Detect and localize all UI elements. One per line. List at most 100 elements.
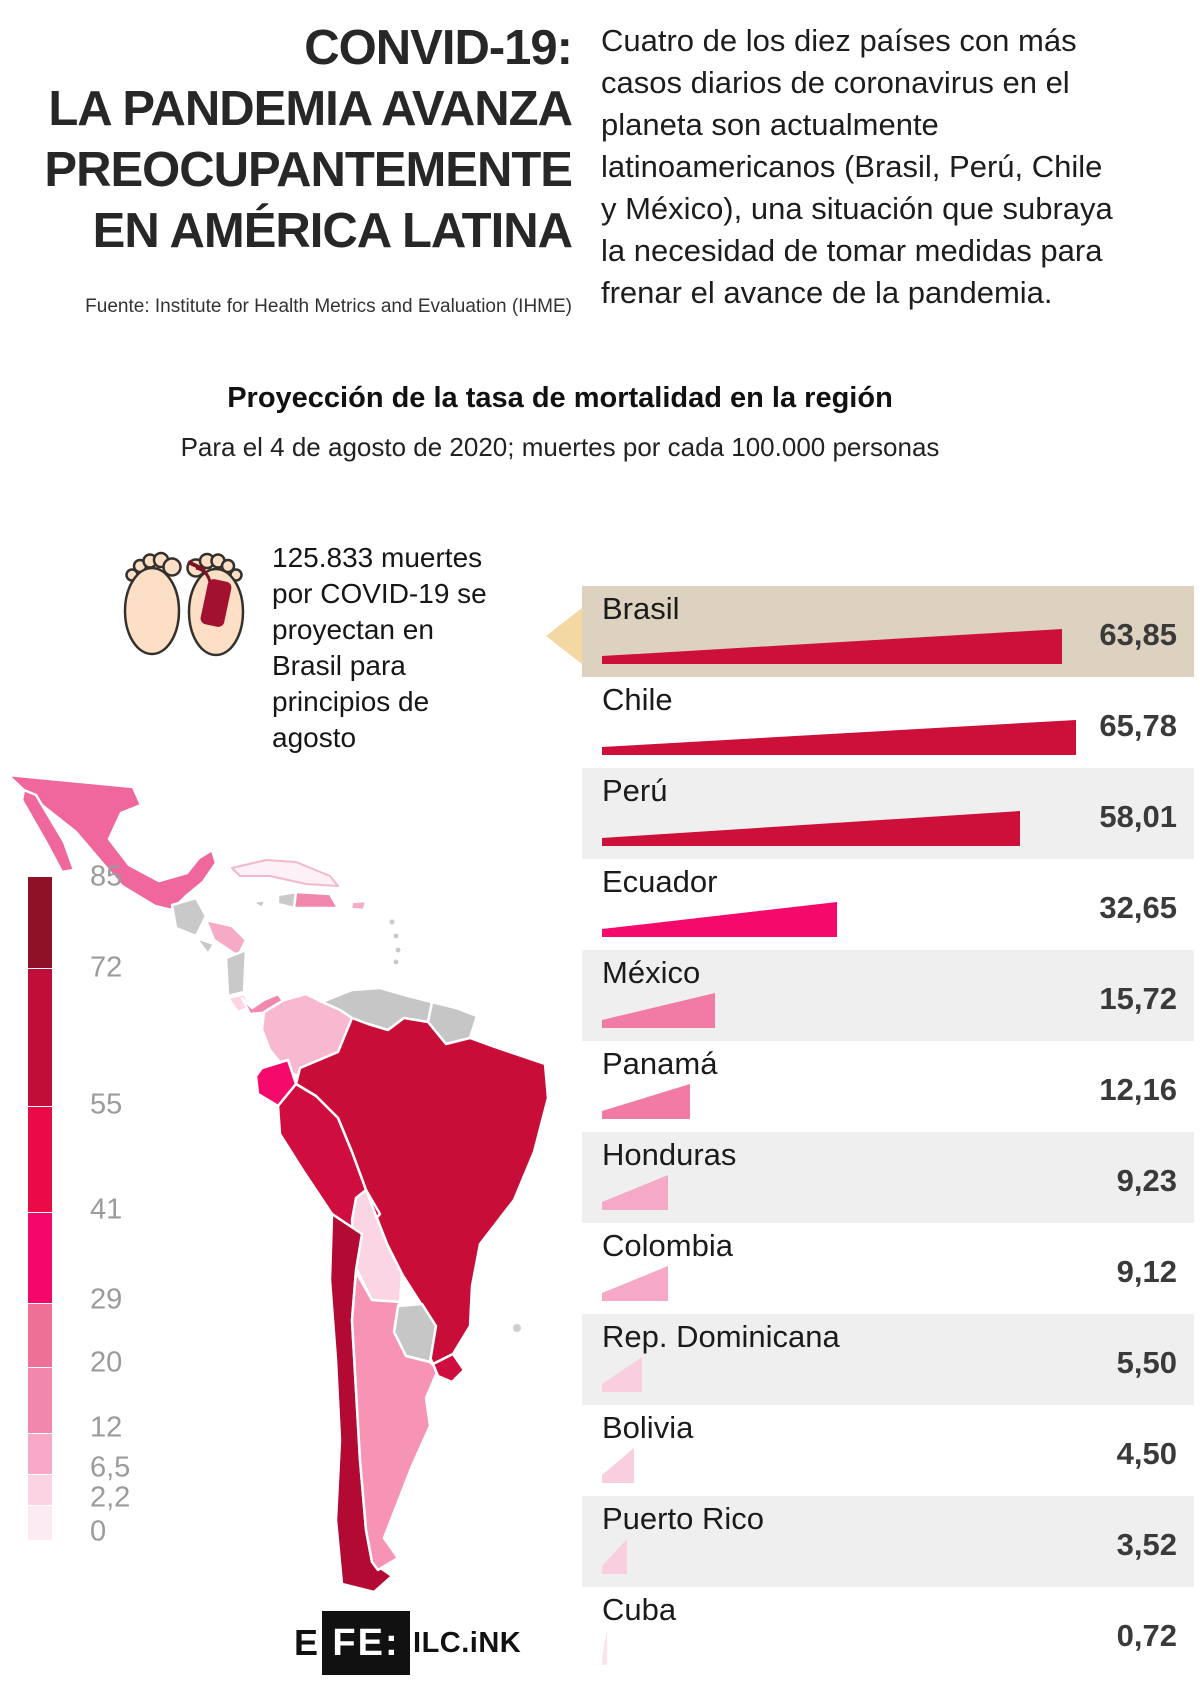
map-dominicana <box>292 890 340 910</box>
efe-logo-box: FE: <box>322 1611 411 1675</box>
map-guatemala <box>170 896 208 938</box>
bar-wedge <box>602 1266 668 1301</box>
map-antilles-dot <box>393 959 399 965</box>
legend-segment <box>28 1505 52 1540</box>
value-label: 12,16 <box>1099 1071 1177 1107</box>
bar-wedge <box>602 1448 634 1483</box>
bar-wedge <box>602 629 1062 664</box>
map-puerto-rico <box>349 899 368 912</box>
intro-paragraph: Cuatro de los diez países con más casos … <box>601 23 1113 310</box>
map-jamaica <box>250 898 268 910</box>
bar-wedge <box>602 1084 690 1119</box>
mortality-bar-chart: Brasil 63,85 Chile 65,78 Perú 58,01 Ecuador 32,… <box>582 586 1194 1678</box>
callout-arrow-icon <box>546 608 582 664</box>
country-label: Bolivia <box>602 1410 694 1445</box>
page-title: CONVID-19: LA PANDEMIA AVANZA PREOCUPANT… <box>0 18 573 262</box>
legend-tick-label: 41 <box>90 1193 123 1226</box>
country-label: Colombia <box>602 1228 733 1263</box>
credit-text: ILC.iNK <box>413 1626 522 1659</box>
title-line-3: PREOCUPANTEMENTE <box>44 143 573 197</box>
bar-row: Brasil 63,85 <box>582 586 1194 677</box>
legend-segment <box>28 1303 52 1367</box>
bar-wedge <box>602 1175 668 1210</box>
country-label: Ecuador <box>602 864 718 899</box>
legend-tick-label: 85 <box>90 860 123 893</box>
chart-title: Proyección de la tasa de mortalidad en l… <box>227 382 893 414</box>
legend-segment <box>28 1106 52 1212</box>
chart-subtitle: Para el 4 de agosto de 2020; muertes por… <box>180 432 940 462</box>
map-honduras <box>204 918 248 958</box>
map-baja-california <box>20 788 76 874</box>
map-argentina <box>350 1270 440 1572</box>
bar-row: Ecuador 32,65 <box>582 859 1194 950</box>
color-scale-legend: 85 72 55 41 29 20 12 6,5 2,2 0 <box>28 861 130 1548</box>
legend-segment <box>28 1474 52 1505</box>
legend-segment <box>28 968 52 1106</box>
value-label: 15,72 <box>1099 980 1177 1016</box>
bar-row: Chile 65,78 <box>582 677 1194 768</box>
country-label: México <box>602 955 701 990</box>
bar-row: Puerto Rico 3,52 <box>582 1496 1194 1587</box>
map-antilles-dot <box>389 919 395 925</box>
value-label: 65,78 <box>1099 707 1177 743</box>
value-label: 58,01 <box>1099 798 1177 834</box>
legend-segment <box>28 1212 52 1303</box>
title-line-4: EN AMÉRICA LATINA <box>92 204 573 258</box>
country-label: Chile <box>602 682 673 717</box>
value-label: 63,85 <box>1099 616 1177 652</box>
country-label: Panamá <box>602 1046 718 1081</box>
legend-tick-label: 29 <box>90 1283 123 1316</box>
legend-tick-label: 6,5 <box>90 1451 131 1484</box>
country-label: Rep. Dominicana <box>602 1319 840 1354</box>
value-label: 9,12 <box>1116 1253 1177 1289</box>
bar-row: México 15,72 <box>582 950 1194 1041</box>
efe-logo-e: E <box>294 1622 319 1663</box>
bar-row: Rep. Dominicana 5,50 <box>582 1314 1194 1405</box>
value-label: 4,50 <box>1116 1435 1177 1471</box>
legend-tick-label: 12 <box>90 1411 123 1444</box>
country-label: Puerto Rico <box>602 1501 764 1536</box>
bar-row: Bolivia 4,50 <box>582 1405 1194 1496</box>
country-label: Brasil <box>602 591 680 626</box>
bar-wedge <box>602 902 837 937</box>
country-label: Honduras <box>602 1137 737 1172</box>
efe-logo: E FE: ILC.iNK <box>294 1610 521 1676</box>
title-line-2: LA PANDEMIA AVANZA <box>48 82 573 136</box>
bar-wedge <box>602 1357 642 1392</box>
map-mexico <box>6 773 218 912</box>
legend-tick-label: 55 <box>90 1088 123 1121</box>
bar-row: Honduras 9,23 <box>582 1132 1194 1223</box>
country-label: Perú <box>602 773 668 808</box>
bar-wedge <box>602 811 1020 846</box>
bar-wedge <box>602 1539 627 1574</box>
legend-tick-label: 2,2 <box>90 1481 131 1514</box>
bar-wedge <box>602 1630 607 1665</box>
callout-text: 125.833 muertes por COVID-19 se proyecta… <box>272 542 487 753</box>
value-label: 9,23 <box>1116 1162 1177 1198</box>
value-label: 0,72 <box>1116 1617 1177 1653</box>
bar-row: Colombia 9,12 <box>582 1223 1194 1314</box>
legend-tick-label: 72 <box>90 951 123 984</box>
map-nicaragua <box>224 948 248 998</box>
value-label: 3,52 <box>1116 1526 1177 1562</box>
map-islet-dot <box>513 1324 521 1332</box>
bar-wedge <box>602 720 1076 755</box>
country-label: Cuba <box>602 1592 677 1627</box>
title-line-1: CONVID-19: <box>304 21 573 75</box>
map-antilles-dot <box>393 933 399 939</box>
latin-america-map <box>6 773 550 1594</box>
legend-tick-label: 0 <box>90 1515 107 1548</box>
map-peru <box>276 1082 382 1236</box>
bar-row: Perú 58,01 <box>582 768 1194 859</box>
value-label: 32,65 <box>1099 889 1177 925</box>
source-note: Fuente: Institute for Health Metrics and… <box>85 296 572 317</box>
legend-tick-label: 20 <box>90 1346 123 1379</box>
map-el-salvador <box>194 936 216 956</box>
map-cuba <box>231 859 339 887</box>
map-antilles-dot <box>395 947 401 953</box>
bar-row: Panamá 12,16 <box>582 1041 1194 1132</box>
legend-segment <box>28 1367 52 1433</box>
legend-segment <box>28 1433 52 1474</box>
value-label: 5,50 <box>1116 1344 1177 1380</box>
bar-wedge <box>602 993 715 1028</box>
